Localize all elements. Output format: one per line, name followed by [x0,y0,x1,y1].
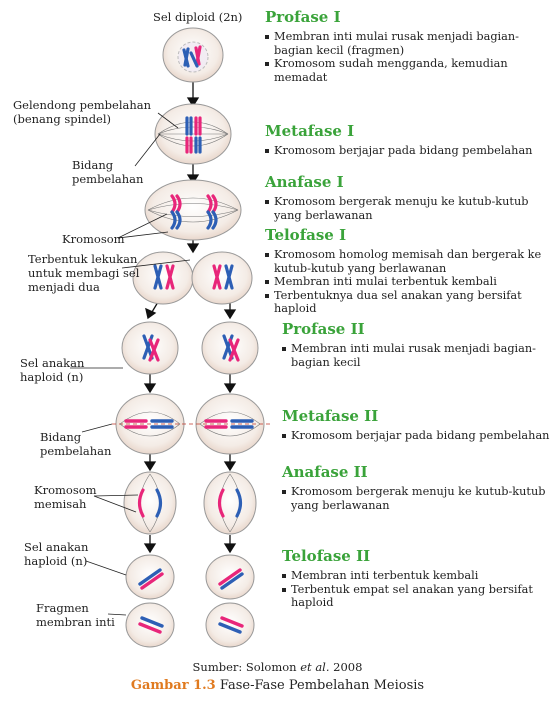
label-membrane-fragment: Fragmen membran inti [36,601,115,629]
phase-title: Metafase II [282,407,379,425]
phase-title: Anafase II [282,463,368,481]
cell-prophase-2 [121,321,259,375]
cell-telophase-1 [132,251,253,305]
phase-item: Membran inti mulai rusak menjadi bagian-… [282,342,550,369]
cell-anaphase-1 [144,179,242,241]
label-division-plane-2: Bidang pembelahan [40,430,112,458]
source-prefix: Sumber: Solomon [192,660,301,674]
phase-title: Telofase II [282,547,371,565]
cell-prophase-1 [162,27,224,83]
phase-telophase-1: Telofase I Kromosom homolog memisah dan … [265,226,550,316]
phase-item: Kromosom berjajar pada bidang pembelahan [265,144,550,158]
label-chromosome: Kromosom [62,232,125,246]
leader-lines [70,112,191,616]
phase-title: Metafase I [265,122,355,140]
phase-item: Terbentuknya dua sel anakan yang bersifa… [265,289,550,316]
phase-title: Profase II [282,320,365,338]
phase-item: Kromosom bergerak menuju ke kutub-kutub … [282,485,550,512]
phase-anaphase-2: Anafase II Kromosom bergerak menuju ke k… [282,463,550,512]
label-cleavage-furrow: Terbentuk lekukan untuk membagi sel menj… [28,252,140,294]
phase-telophase-2: Telofase II Membran inti terbentuk kemba… [282,547,550,610]
label-chromosomes-separate: Kromosom memisah [34,483,97,511]
phase-title: Anafase I [265,173,344,191]
phase-item: Kromosom bergerak menuju ke kutub-kutub … [265,195,550,222]
phase-item: Kromosom homolog memisah dan bergerak ke… [265,248,550,275]
cell-telophase-2 [125,554,255,648]
phase-item: Kromosom sudah mengganda, kemudian memad… [265,57,550,84]
phase-prophase-1: Profase I Membran inti mulai rusak menja… [265,8,550,84]
phase-metaphase-2: Metafase II Kromosom berjajar pada bidan… [282,407,550,443]
cell-metaphase-2 [112,393,272,455]
label-haploid-daughter-1: Sel anakan haploid (n) [20,356,85,384]
figure-caption: Gambar 1.3 Fase-Fase Pembelahan Meiosis [0,678,555,693]
phase-item: Membran inti terbentuk kembali [282,569,550,583]
phase-anaphase-1: Anafase I Kromosom bergerak menuju ke ku… [265,173,550,222]
source-suffix: 2008 [329,660,363,674]
phase-metaphase-1: Metafase I Kromosom berjajar pada bidang… [265,122,550,158]
phase-item: Membran inti mulai rusak menjadi bagian-… [265,30,550,57]
source-italic: et al. [300,660,330,674]
cell-anaphase-2 [123,471,257,535]
caption-text: Fase-Fase Pembelahan Meiosis [215,678,425,693]
label-haploid-daughter-2: Sel anakan haploid (n) [24,540,89,568]
phase-title: Telofase I [265,226,347,244]
source-credit: Sumber: Solomon et al. 2008 [0,660,555,674]
phase-item: Terbentuk empat sel anakan yang bersifat… [282,583,550,610]
phase-item: Membran inti mulai terbentuk kembali [265,275,550,289]
phase-prophase-2: Profase II Membran inti mulai rusak menj… [282,320,550,369]
cell-metaphase-1 [154,103,232,165]
label-division-plane-1: Bidang pembelahan [72,158,144,186]
phase-item: Kromosom berjajar pada bidang pembelahan [282,429,550,443]
caption-number: Gambar 1.3 [130,678,216,693]
label-spindle: Gelendong pembelahan (benang spindel) [13,98,152,126]
flow-arrows [143,80,237,554]
phase-title: Profase I [265,8,341,26]
label-diploid-cell: Sel diploid (2n) [153,10,243,24]
